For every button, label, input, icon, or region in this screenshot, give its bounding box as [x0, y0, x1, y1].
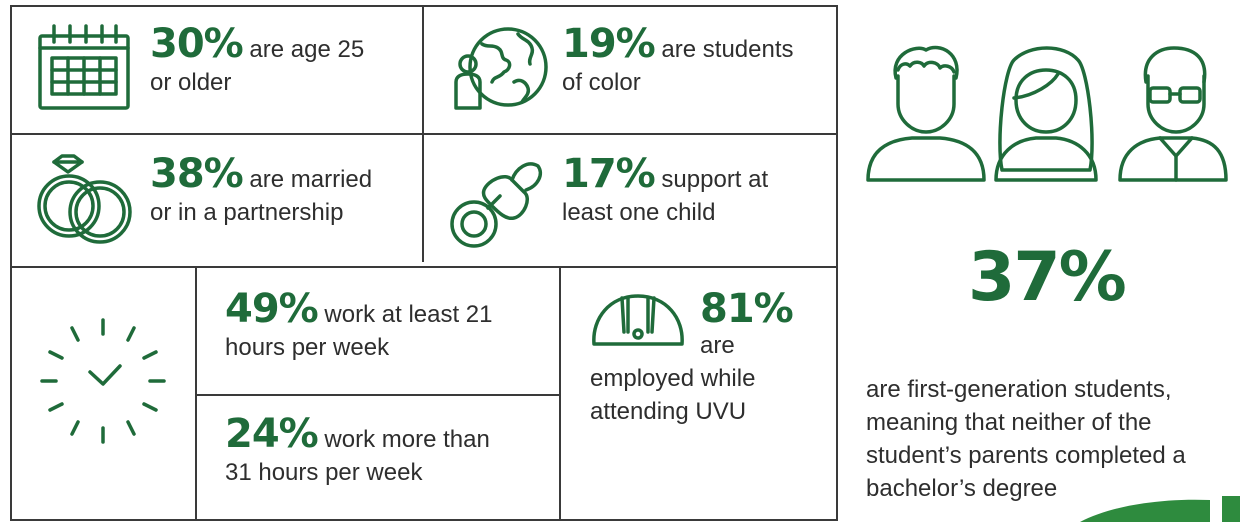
- first-gen-line: meaning that neither of the: [866, 409, 1152, 436]
- grid-divider: [10, 266, 838, 268]
- stat-child-text: support at: [661, 166, 769, 193]
- grid-border-right: [836, 5, 838, 521]
- grid-border-left: [10, 5, 12, 521]
- stat-work31: 24% work more than 31 hours per week: [225, 414, 490, 489]
- stat-work21-text-2: hours per week: [225, 334, 390, 361]
- grid-divider: [195, 266, 197, 521]
- stat-married-text: are married: [249, 166, 373, 193]
- stat-employed-text-3: attending UVU: [590, 398, 747, 425]
- stat-employed: 81% are employed while attending UVU: [590, 289, 794, 428]
- stat-work31-text: work more than: [324, 426, 490, 453]
- globe-person-icon: [454, 27, 548, 110]
- grid-divider: [422, 5, 424, 262]
- grid-divider: [195, 394, 559, 396]
- stat-color-percent: 19%: [562, 21, 656, 67]
- grid-divider: [559, 266, 561, 521]
- stat-age-percent: 30%: [150, 21, 244, 67]
- stat-married-text-2: or in a partnership: [150, 199, 344, 226]
- stat-work21: 49% work at least 21 hours per week: [225, 289, 493, 364]
- pacifier-icon: [450, 162, 543, 248]
- grid-border-top: [10, 5, 838, 7]
- clock-icon: [40, 318, 166, 444]
- first-gen-description: are first-generation students, meaning t…: [866, 373, 1186, 505]
- stat-employed-text-2: employed while: [590, 365, 756, 392]
- first-gen-line: are first-generation students,: [866, 376, 1172, 403]
- stat-child-text-2: least one child: [562, 199, 716, 226]
- people-icon: [866, 45, 1228, 182]
- decorative-green-arc: [1080, 496, 1240, 522]
- stat-work21-percent: 49%: [225, 286, 319, 332]
- stat-work31-percent: 24%: [225, 411, 319, 457]
- grid-divider: [10, 133, 838, 135]
- stat-age-text: are age 25: [249, 36, 365, 63]
- stat-age: 30% are age 25 or older: [150, 24, 365, 99]
- grid-border-bottom: [10, 519, 838, 521]
- stat-age-text-2: or older: [150, 69, 232, 96]
- stat-color-text-2: of color: [562, 69, 641, 96]
- stat-work31-text-2: 31 hours per week: [225, 459, 423, 486]
- stat-child-percent: 17%: [562, 151, 656, 197]
- stat-work21-text: work at least 21: [324, 301, 493, 328]
- hardhat-icon: [592, 294, 684, 346]
- first-gen-line: bachelor’s degree: [866, 475, 1058, 502]
- stat-married-percent: 38%: [150, 151, 244, 197]
- calendar-icon: [38, 24, 130, 110]
- first-gen-line: student’s parents completed a: [866, 442, 1186, 469]
- stat-married: 38% are married or in a partnership: [150, 154, 373, 229]
- first-gen-percent: 37%: [968, 238, 1127, 317]
- stat-employed-text: are: [700, 332, 735, 359]
- stat-color-text: are students: [661, 36, 794, 63]
- stat-employed-percent: 81%: [700, 286, 794, 332]
- stat-child: 17% support at least one child: [562, 154, 769, 229]
- stat-color: 19% are students of color: [562, 24, 794, 99]
- rings-icon: [37, 154, 132, 244]
